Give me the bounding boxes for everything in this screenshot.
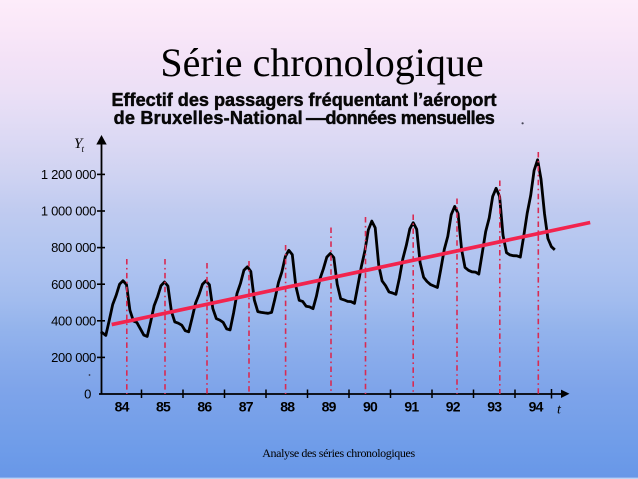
svg-text:93: 93 (487, 399, 502, 415)
svg-text:1 000 000: 1 000 000 (41, 204, 96, 219)
svg-text:85: 85 (156, 399, 171, 415)
svg-text:1 200 000: 1 200 000 (41, 167, 96, 182)
svg-text:600 000: 600 000 (51, 277, 96, 292)
svg-text:87: 87 (239, 399, 254, 415)
svg-text:92: 92 (446, 399, 461, 415)
svg-text:84: 84 (115, 399, 130, 415)
svg-text:90: 90 (363, 399, 378, 415)
svg-text:Y: Y (74, 136, 84, 152)
svg-text:89: 89 (322, 399, 337, 415)
svg-text:0: 0 (84, 387, 91, 402)
svg-text:86: 86 (197, 399, 212, 415)
svg-text:400 000: 400 000 (51, 313, 96, 328)
svg-text:800 000: 800 000 (51, 240, 96, 255)
svg-text:200 000: 200 000 (51, 350, 96, 365)
svg-text:94: 94 (529, 399, 544, 415)
svg-text:88: 88 (280, 399, 295, 415)
svg-text:91: 91 (404, 399, 419, 415)
svg-text:t: t (557, 403, 562, 418)
svg-text:t: t (82, 144, 85, 154)
